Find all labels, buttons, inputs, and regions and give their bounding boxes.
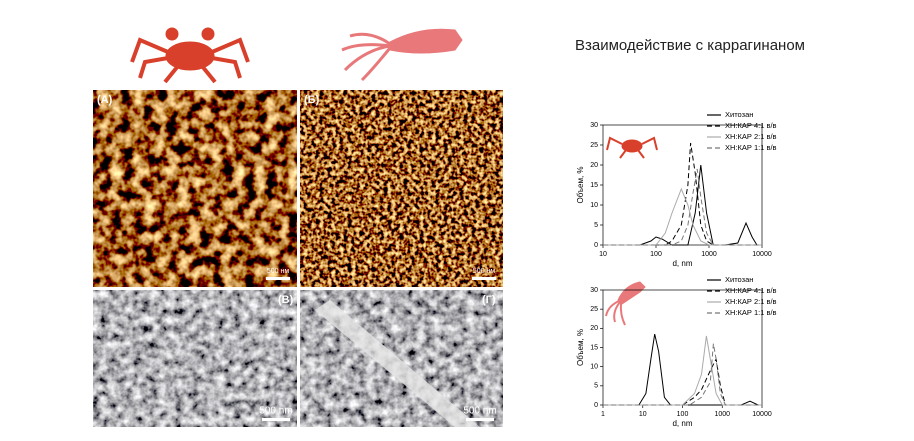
panel-label: (Г) bbox=[482, 294, 496, 306]
y-tick-label: 30 bbox=[590, 287, 598, 294]
y-tick-label: 5 bbox=[594, 383, 598, 390]
x-tick-label: 10000 bbox=[752, 251, 772, 258]
data-line bbox=[603, 142, 762, 246]
y-tick-label: 0 bbox=[594, 402, 598, 409]
x-tick-label: 10000 bbox=[752, 411, 772, 418]
y-tick-label: 10 bbox=[590, 202, 598, 209]
data-line bbox=[603, 168, 762, 246]
squid-icon bbox=[605, 281, 646, 326]
y-tick-label: 30 bbox=[590, 122, 598, 129]
y-tick-label: 0 bbox=[594, 242, 598, 249]
x-tick-label: 1000 bbox=[701, 251, 717, 258]
squid-icon bbox=[341, 28, 463, 82]
legend-label: ХН:КАР 1:1 в/в bbox=[725, 143, 777, 152]
legend-label: ХН:КАР 2:1 в/в bbox=[725, 132, 777, 141]
y-tick-label: 25 bbox=[590, 306, 598, 313]
x-tick-label: 1 bbox=[601, 411, 605, 418]
panel-label: (А) bbox=[97, 94, 113, 106]
y-axis-label: Объем, % bbox=[576, 166, 585, 203]
y-tick-label: 20 bbox=[590, 325, 598, 332]
y-tick-label: 5 bbox=[594, 222, 598, 229]
crab-icon bbox=[606, 136, 658, 159]
panel-label: (Б) bbox=[304, 94, 320, 106]
scale-bar bbox=[466, 418, 494, 421]
y-tick-label: 15 bbox=[590, 182, 598, 189]
scale-label: 500 нм bbox=[267, 268, 289, 275]
legend-label: Хитозан bbox=[725, 275, 753, 284]
data-line bbox=[603, 333, 762, 406]
y-tick-label: 20 bbox=[590, 162, 598, 169]
crab-icon bbox=[130, 27, 250, 84]
afm-image bbox=[300, 90, 503, 287]
scale-label: 500 нм bbox=[473, 268, 495, 275]
x-tick-label: 1000 bbox=[714, 411, 730, 418]
x-tick-label: 10 bbox=[599, 251, 607, 258]
data-line bbox=[603, 357, 762, 406]
y-tick-label: 15 bbox=[590, 344, 598, 351]
sem-ridge bbox=[315, 300, 480, 427]
x-tick-label: 100 bbox=[677, 411, 689, 418]
y-tick-label: 25 bbox=[590, 142, 598, 149]
x-tick-label: 100 bbox=[650, 251, 662, 258]
scale-bar bbox=[266, 277, 290, 280]
legend-label: ХН:КАР 1:1 в/в bbox=[725, 308, 777, 317]
scale-label: 500 nm bbox=[463, 406, 496, 417]
scale-label: 500 nm bbox=[259, 406, 292, 417]
y-tick-label: 10 bbox=[590, 364, 598, 371]
slide-title: Взаимодействие с каррагинаном bbox=[575, 37, 805, 54]
afm-image bbox=[93, 90, 297, 287]
sem-image bbox=[93, 290, 297, 427]
scale-bar bbox=[262, 418, 290, 421]
x-axis-label: d, nm bbox=[672, 419, 692, 428]
legend-label: Хитозан bbox=[725, 110, 753, 119]
scale-bar bbox=[472, 277, 496, 280]
panel-label: (В) bbox=[278, 294, 294, 306]
legend-label: ХН:КАР 4:1 в/в bbox=[725, 121, 777, 130]
x-axis-label: d, nm bbox=[672, 259, 692, 268]
y-axis-label: Объем, % bbox=[576, 329, 585, 366]
data-line bbox=[603, 343, 762, 406]
x-tick-label: 10 bbox=[639, 411, 647, 418]
data-line bbox=[603, 335, 762, 406]
legend-label: ХН:КАР 4:1 в/в bbox=[725, 286, 777, 295]
data-line bbox=[603, 164, 762, 246]
data-line bbox=[603, 187, 762, 246]
legend-label: ХН:КАР 2:1 в/в bbox=[725, 297, 777, 306]
